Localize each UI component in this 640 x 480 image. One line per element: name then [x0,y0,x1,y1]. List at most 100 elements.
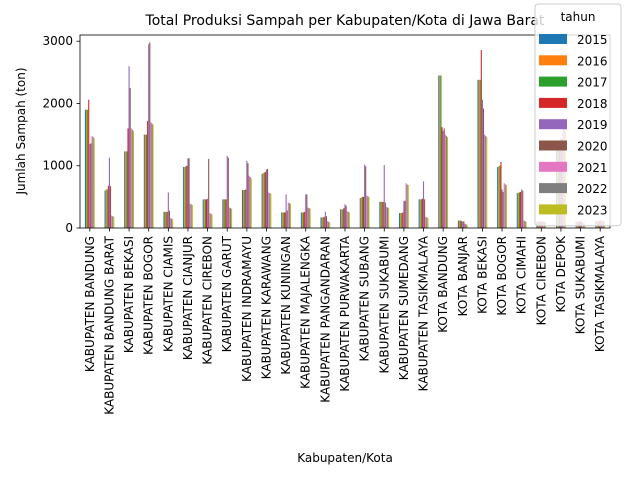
bar-2015-3 [143,134,145,228]
x-tick-label: KOTA CIREBON [534,236,548,325]
bar-2023-9 [270,193,272,228]
bar-2019-14 [364,164,366,228]
bar-2018-13 [343,208,345,228]
legend-swatch-2015 [539,34,567,44]
bar-2015-10 [281,212,283,228]
bar-2021-13 [346,211,348,228]
bar-2020-12 [325,216,328,228]
x-tick-label: KABUPATEN BEKASI [122,236,136,353]
bar-2018-5 [186,165,188,228]
bar-2015-13 [340,209,342,228]
chart-title: Total Produksi Sampah per Kabupaten/Kota… [145,13,545,29]
bar-2022-5 [190,204,192,228]
bar-2021-9 [268,192,270,228]
legend-title: tahun [561,10,596,24]
bar-2016-18 [439,75,441,228]
bar-2022-12 [328,221,330,228]
bar-2018-8 [245,189,247,228]
legend-swatch-2023 [539,204,567,215]
bar-2016-16 [400,213,402,228]
bar-2022-9 [269,193,271,228]
bar-2022-4 [171,218,173,228]
x-tick-label: KABUPATEN KUNINGAN [279,236,293,375]
x-tick-label: KABUPATEN SUMEDANG [397,236,411,380]
y-tick-labels: 0 1000 2000 3000 [42,34,80,235]
bar-2019-8 [246,160,248,228]
x-tick-label: KABUPATEN SUBANG [358,236,372,361]
x-tick-label: KOTA BANDUNG [436,236,450,333]
bar-2022-0 [92,137,94,228]
x-tick-label: KABUPATEN BANDUNG BARAT [102,235,116,414]
x-tick-label: KOTA SUKABUMI [574,236,588,334]
bar-2018-17 [421,198,423,228]
bar-2022-22 [524,221,526,228]
legend-swatch-2018 [539,97,567,108]
bar-2015-15 [379,201,381,228]
bar-2019-17 [422,181,425,228]
bar-2019-9 [265,169,268,228]
y-axis-title: Jumlah Sampah (ton) [14,67,28,195]
legend-swatch-2021 [539,161,567,172]
legend-swatch-2020 [539,140,567,151]
bar-2015-20 [477,79,479,228]
bar-2017-9 [263,172,265,228]
bar-2016-15 [380,201,382,228]
bar-2021-14 [366,195,368,228]
bar-2016-13 [341,209,343,228]
bar-2020-22 [522,190,524,228]
legend-label-2020: 2020 [577,140,608,154]
bar-2021-0 [91,135,93,228]
bar-2020-14 [365,166,367,228]
bar-2017-15 [381,201,383,228]
bar-2017-10 [283,212,285,228]
bar-2020-11 [306,194,308,228]
bar-2020-6 [208,158,210,228]
y-tick-label: 0 [65,221,73,235]
bar-2023-16 [407,185,409,228]
x-tick-label: KABUPATEN KARAWANG [259,236,273,379]
y-tick-label: 2000 [42,96,73,110]
bar-2022-3 [151,123,153,228]
bar-2020-1 [109,186,112,228]
bar-2023-5 [191,204,193,228]
legend-label-2023: 2023 [577,203,608,217]
bar-2019-11 [305,194,307,228]
bar-2019-15 [383,165,385,228]
bar-2022-8 [249,176,251,228]
bar-2020-8 [247,163,249,228]
bar-2017-1 [106,189,108,228]
bar-2018-18 [441,127,443,228]
bar-2017-14 [361,196,363,228]
bar-2017-4 [165,211,167,228]
bar-2016-5 [184,166,186,228]
bar-2023-11 [309,208,311,228]
bar-2017-17 [420,199,422,228]
legend-label-2017: 2017 [577,76,608,90]
bar-2023-7 [231,208,233,228]
bar-2015-19 [457,220,459,228]
bar-2021-20 [484,134,486,228]
bar-2015-21 [497,166,499,228]
bar-2019-18 [442,130,444,228]
bar-2023-20 [486,137,488,228]
bar-2019-4 [167,192,169,228]
bar-2019-6 [207,198,209,228]
bar-2023-18 [446,137,449,228]
bar-2021-5 [189,203,191,228]
bar-2020-17 [424,199,426,228]
bar-2018-7 [225,199,227,228]
x-tick-label: KABUPATEN CIANJUR [181,236,195,360]
bar-2019-1 [108,157,110,228]
x-tick-label: KABUPATEN BOGOR [142,236,156,355]
bar-2015-6 [202,199,204,228]
bar-2019-5 [187,158,189,228]
x-tick-label: KOTA CIMAHI [515,236,529,314]
bar-2023-12 [329,222,331,228]
x-tick-label: KABUPATEN TASIKMALAYA [417,235,431,391]
bar-2019-16 [403,201,405,228]
bar-2017-5 [185,166,187,228]
bar-2020-18 [443,128,445,228]
bar-2017-6 [204,199,206,228]
bar-2016-21 [498,166,500,228]
